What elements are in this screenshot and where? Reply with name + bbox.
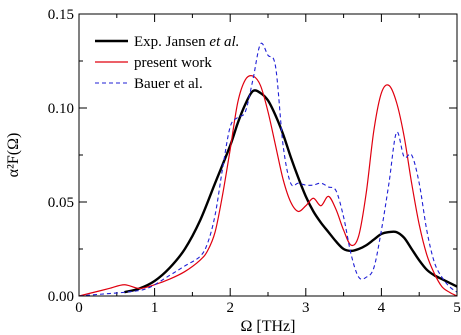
plot-frame — [78, 13, 458, 297]
legend-label: Exp. Jansen et al. — [134, 34, 239, 50]
y-axis-title: α²F(Ω) — [5, 133, 22, 178]
y-tick-label: 0.10 — [48, 101, 74, 117]
legend: Exp. Jansen et al. present work Bauer et a… — [95, 34, 239, 92]
series-line-bauer — [79, 42, 457, 296]
x-tick-label: 3 — [302, 300, 310, 316]
legend-label: Bauer et al. — [134, 76, 203, 92]
x-tick-label: 5 — [453, 300, 461, 316]
legend-item-exp-jansen: Exp. Jansen et al. — [95, 34, 239, 50]
x-axis-title: Ω [THz] — [241, 318, 296, 335]
legend-label: present work — [134, 55, 212, 71]
y-tick-label: 0.05 — [48, 195, 74, 211]
x-tick-label: 1 — [151, 300, 159, 316]
x-tick-label: 2 — [226, 300, 234, 316]
x-tick-label: 4 — [378, 300, 386, 316]
legend-item-bauer: Bauer et al. — [95, 76, 203, 92]
x-tick-label: 0 — [75, 300, 83, 316]
y-tick-label: 0.00 — [48, 289, 74, 305]
series-line-exp-jansen — [124, 89, 457, 294]
legend-item-present-work: present work — [95, 55, 212, 71]
series-layer — [79, 42, 457, 296]
axis-tick-labels: 0 1 2 3 4 5 0.00 0.05 0.10 0.15 — [48, 7, 461, 316]
series-line-present-work — [79, 75, 457, 296]
y-tick-label: 0.15 — [48, 7, 74, 23]
